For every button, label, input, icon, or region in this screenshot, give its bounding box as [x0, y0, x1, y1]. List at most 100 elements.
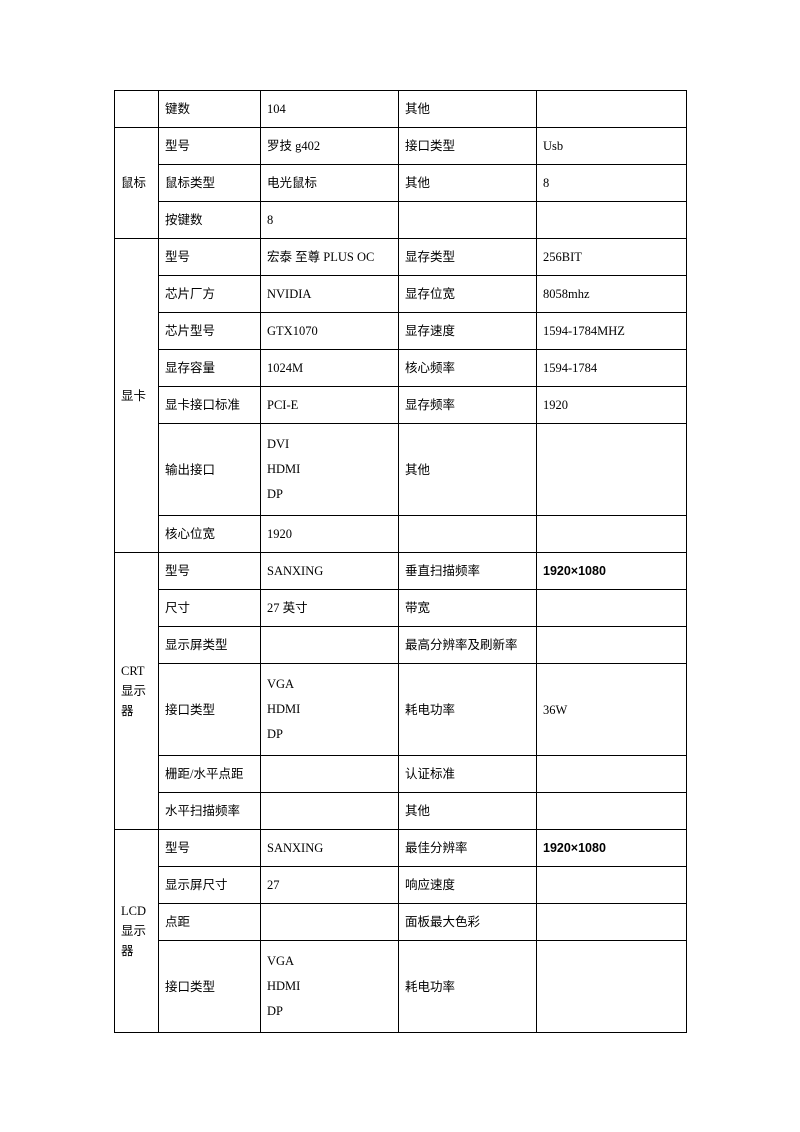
spec-label: 水平扫描频率 [159, 793, 261, 830]
table-row: CRT 显示 器 型号 SANXING 垂直扫描频率 1920×1080 [115, 553, 687, 590]
spec-value [537, 793, 687, 830]
spec-label: 垂直扫描频率 [399, 553, 537, 590]
spec-value [537, 202, 687, 239]
spec-value: 8 [537, 165, 687, 202]
spec-value [537, 424, 687, 516]
spec-value: 1594-1784MHZ [537, 313, 687, 350]
spec-label: 接口类型 [159, 664, 261, 756]
spec-label: 显存频率 [399, 387, 537, 424]
spec-label: 点距 [159, 904, 261, 941]
spec-value: 1920 [261, 516, 399, 553]
category-cell: 鼠标 [115, 128, 159, 239]
spec-value [537, 516, 687, 553]
spec-label: 芯片厂方 [159, 276, 261, 313]
table-row: 核心位宽 1920 [115, 516, 687, 553]
category-cell [115, 91, 159, 128]
spec-label: 型号 [159, 553, 261, 590]
table-row: 栅距/水平点距 认证标准 [115, 756, 687, 793]
spec-label: 面板最大色彩 [399, 904, 537, 941]
spec-label: 带宽 [399, 590, 537, 627]
spec-value: 罗技 g402 [261, 128, 399, 165]
table-row: 接口类型 VGA HDMI DP 耗电功率 [115, 941, 687, 1033]
spec-label: 型号 [159, 830, 261, 867]
spec-label: 接口类型 [399, 128, 537, 165]
spec-value [537, 590, 687, 627]
category-line: 器 [121, 701, 152, 721]
spec-label: 型号 [159, 239, 261, 276]
spec-value: DVI HDMI DP [261, 424, 399, 516]
spec-label: 显卡接口标准 [159, 387, 261, 424]
table-row: 显卡接口标准 PCI-E 显存频率 1920 [115, 387, 687, 424]
value-line: VGA [267, 672, 392, 697]
spec-value [261, 627, 399, 664]
category-line: 显示 [121, 681, 152, 701]
category-line: CRT [121, 661, 152, 681]
spec-value [537, 756, 687, 793]
table-row: 芯片型号 GTX1070 显存速度 1594-1784MHZ [115, 313, 687, 350]
spec-label: 耗电功率 [399, 941, 537, 1033]
value-line: VGA [267, 949, 392, 974]
category-cell: LCD 显示 器 [115, 830, 159, 1033]
table-row: 芯片厂方 NVIDIA 显存位宽 8058mhz [115, 276, 687, 313]
spec-value: 27 英寸 [261, 590, 399, 627]
spec-label: 耗电功率 [399, 664, 537, 756]
value-line: DP [267, 482, 392, 507]
category-cell: CRT 显示 器 [115, 553, 159, 830]
spec-value [261, 756, 399, 793]
spec-label [399, 516, 537, 553]
category-cell: 显卡 [115, 239, 159, 553]
table-row: 鼠标类型 电光鼠标 其他 8 [115, 165, 687, 202]
spec-value [537, 627, 687, 664]
spec-label: 认证标准 [399, 756, 537, 793]
spec-value: 36W [537, 664, 687, 756]
spec-label: 显存位宽 [399, 276, 537, 313]
spec-label: 鼠标类型 [159, 165, 261, 202]
spec-value: NVIDIA [261, 276, 399, 313]
spec-value: 1920×1080 [537, 830, 687, 867]
value-line: HDMI [267, 974, 392, 999]
spec-sheet: 键数 104 其他 鼠标 型号 罗技 g402 接口类型 Usb 鼠标类型 电光… [114, 90, 686, 1033]
spec-value: 1594-1784 [537, 350, 687, 387]
spec-label: 接口类型 [159, 941, 261, 1033]
spec-value: 电光鼠标 [261, 165, 399, 202]
table-row: LCD 显示 器 型号 SANXING 最佳分辨率 1920×1080 [115, 830, 687, 867]
table-row: 接口类型 VGA HDMI DP 耗电功率 36W [115, 664, 687, 756]
spec-label: 键数 [159, 91, 261, 128]
spec-value [537, 904, 687, 941]
spec-value: 104 [261, 91, 399, 128]
spec-label: 核心频率 [399, 350, 537, 387]
value-line: DP [267, 999, 392, 1024]
table-row: 按键数 8 [115, 202, 687, 239]
value-line: DP [267, 722, 392, 747]
spec-value: SANXING [261, 553, 399, 590]
category-line: 显示 [121, 921, 152, 941]
table-row: 尺寸 27 英寸 带宽 [115, 590, 687, 627]
value-line: DVI [267, 432, 392, 457]
spec-value: 1024M [261, 350, 399, 387]
spec-value: VGA HDMI DP [261, 941, 399, 1033]
spec-label: 显存类型 [399, 239, 537, 276]
spec-value [537, 941, 687, 1033]
table-row: 鼠标 型号 罗技 g402 接口类型 Usb [115, 128, 687, 165]
table-row: 点距 面板最大色彩 [115, 904, 687, 941]
spec-label: 其他 [399, 165, 537, 202]
spec-value: 1920 [537, 387, 687, 424]
spec-label: 输出接口 [159, 424, 261, 516]
spec-value [537, 91, 687, 128]
spec-value: 宏泰 至尊 PLUS OC [261, 239, 399, 276]
spec-value: 27 [261, 867, 399, 904]
spec-label: 其他 [399, 793, 537, 830]
spec-value: 8 [261, 202, 399, 239]
spec-value: VGA HDMI DP [261, 664, 399, 756]
spec-value: 256BIT [537, 239, 687, 276]
spec-label: 显存速度 [399, 313, 537, 350]
table-row: 显示屏类型 最高分辨率及刷新率 [115, 627, 687, 664]
spec-value: 1920×1080 [537, 553, 687, 590]
spec-value: 8058mhz [537, 276, 687, 313]
spec-table: 键数 104 其他 鼠标 型号 罗技 g402 接口类型 Usb 鼠标类型 电光… [114, 90, 687, 1033]
table-row: 键数 104 其他 [115, 91, 687, 128]
spec-label: 显存容量 [159, 350, 261, 387]
table-row: 显存容量 1024M 核心频率 1594-1784 [115, 350, 687, 387]
spec-value [261, 904, 399, 941]
spec-label: 显示屏尺寸 [159, 867, 261, 904]
